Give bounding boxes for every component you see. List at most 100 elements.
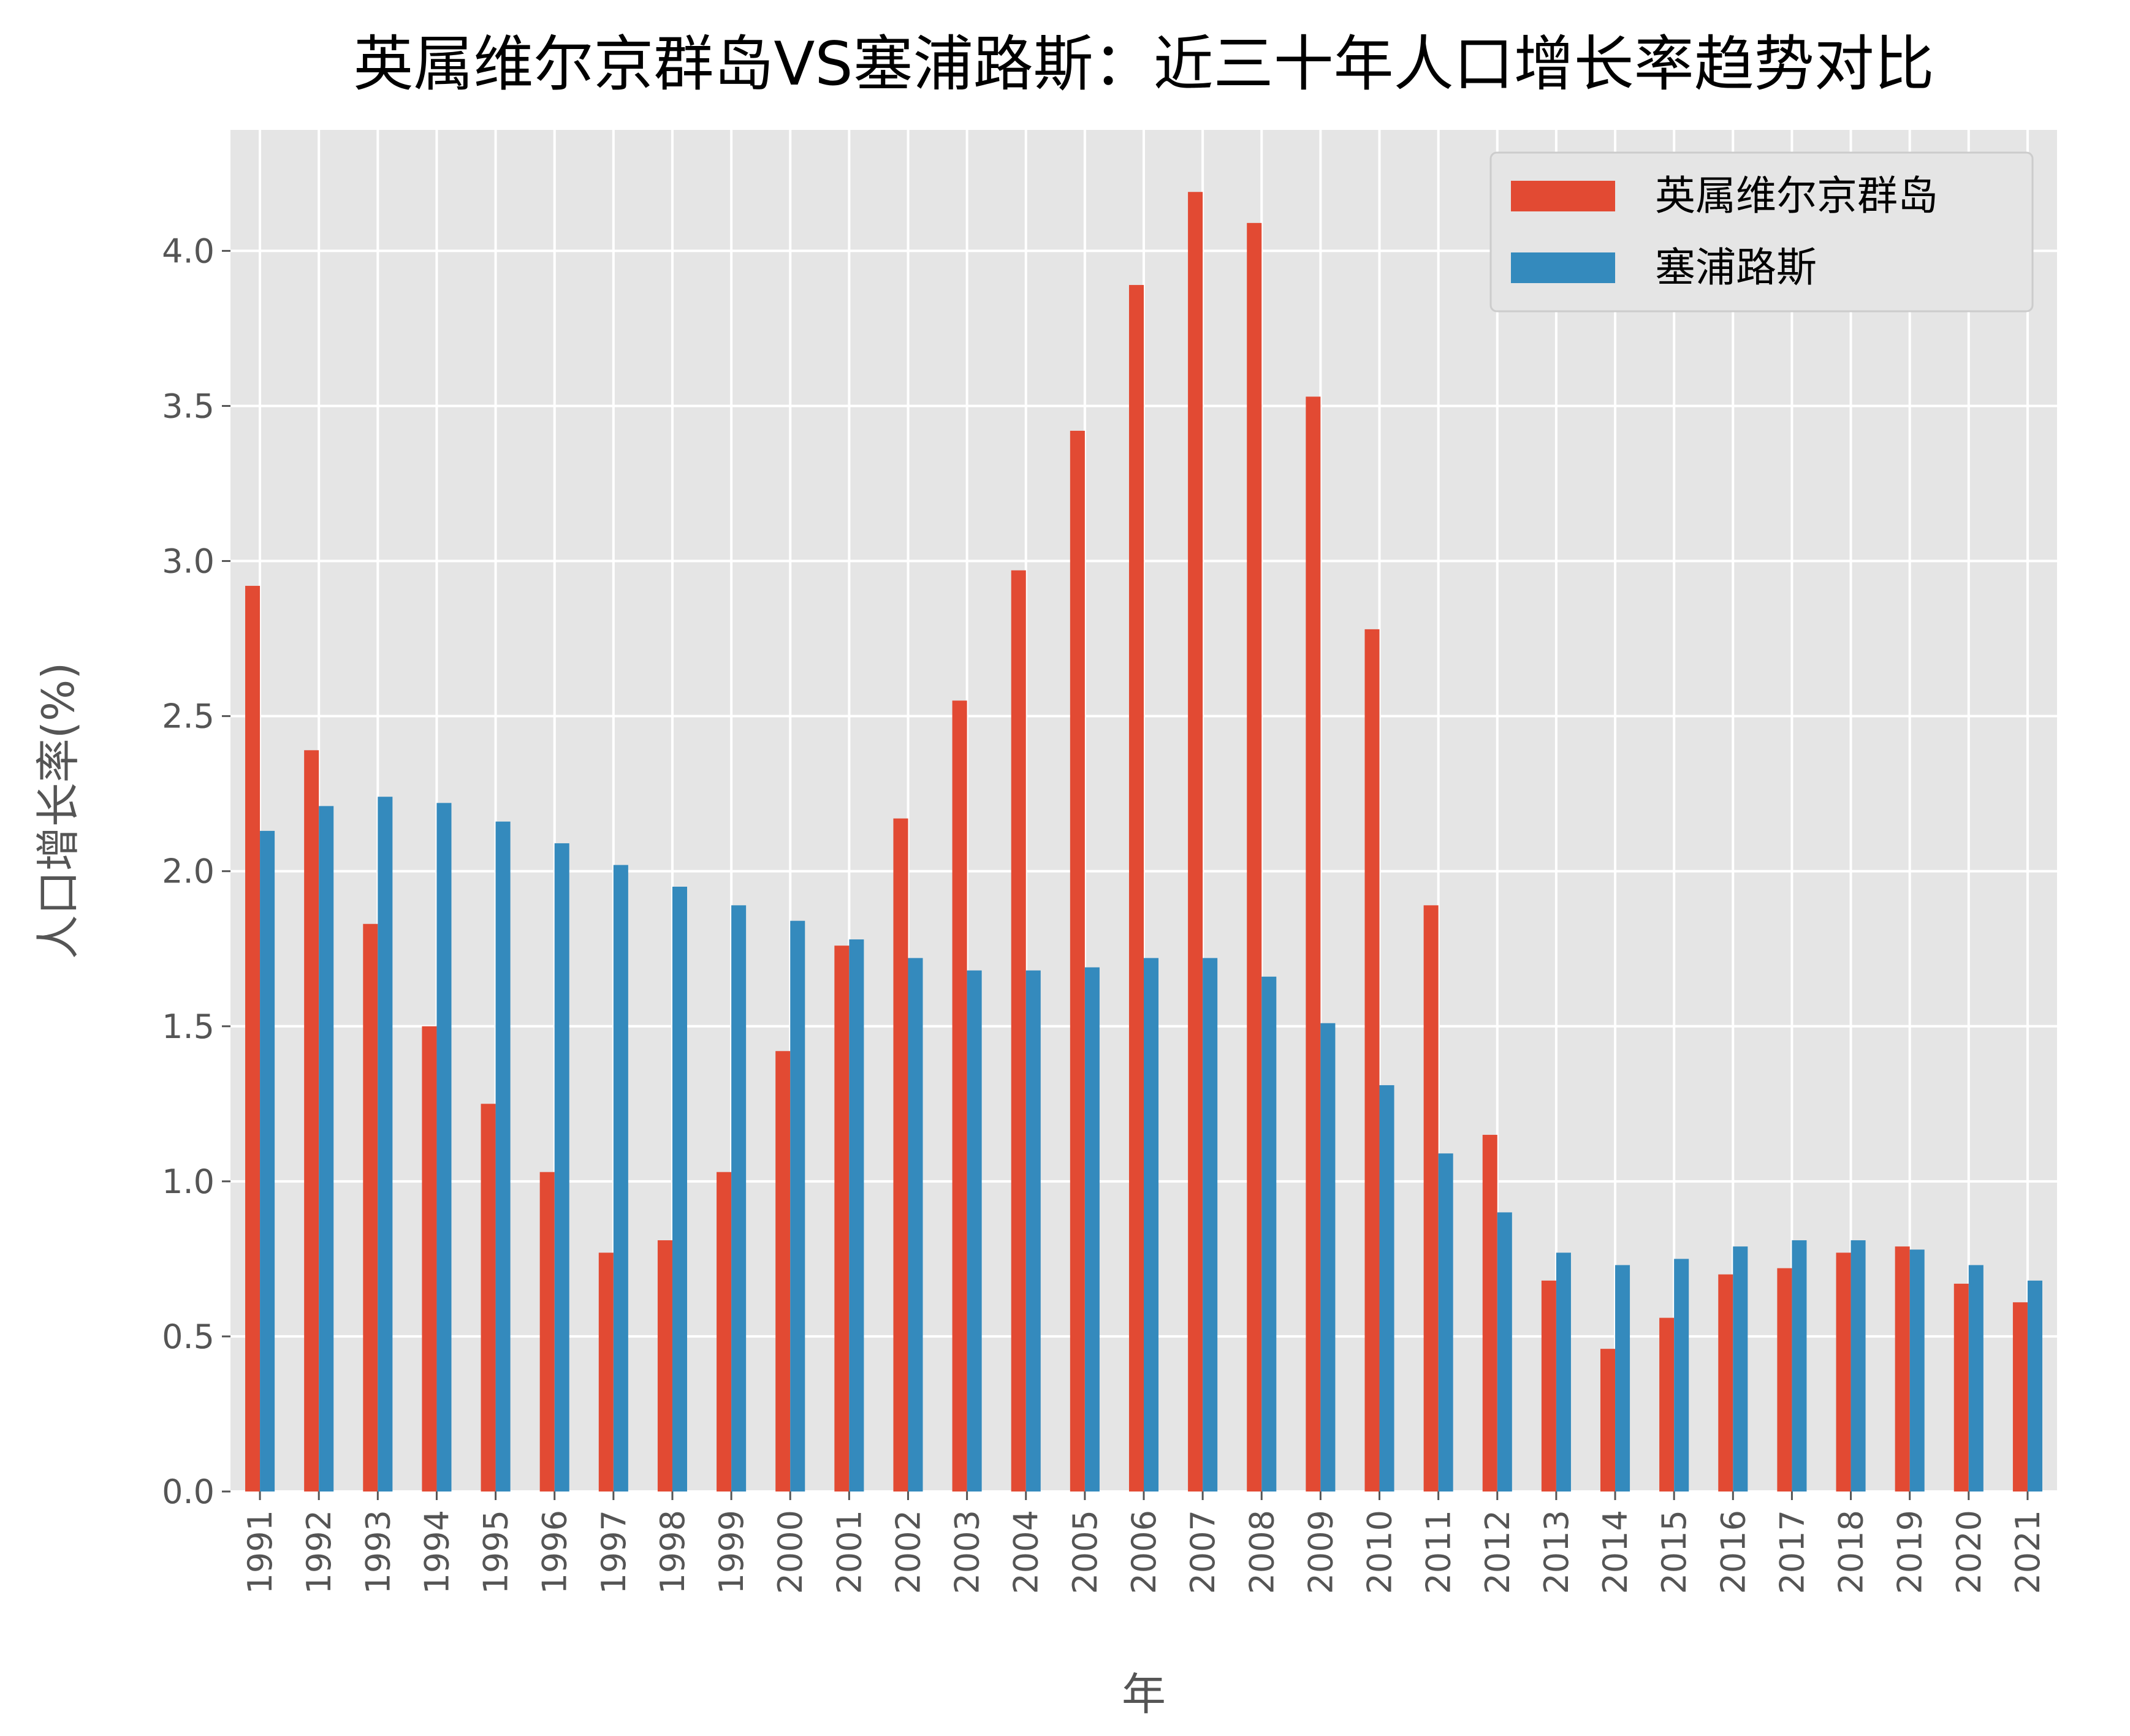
bar-bvi bbox=[1188, 192, 1203, 1492]
bar-cyprus bbox=[260, 830, 275, 1492]
x-tick-label: 2012 bbox=[1478, 1510, 1517, 1594]
bar-bvi bbox=[2012, 1302, 2028, 1492]
x-tick-label: 2009 bbox=[1301, 1510, 1340, 1594]
bar-cyprus bbox=[1438, 1153, 1453, 1492]
bar-cyprus bbox=[378, 797, 393, 1492]
bar-bvi bbox=[539, 1172, 555, 1492]
x-tick-label: 2001 bbox=[830, 1510, 869, 1594]
x-tick-label: 2014 bbox=[1596, 1510, 1635, 1594]
x-tick-label: 2011 bbox=[1420, 1510, 1458, 1594]
y-tick-label: 2.5 bbox=[162, 697, 215, 736]
bar-cyprus bbox=[1320, 1023, 1336, 1492]
bar-bvi bbox=[1718, 1274, 1733, 1492]
bar-bvi bbox=[245, 586, 261, 1492]
bar-cyprus bbox=[613, 865, 628, 1492]
bar-cyprus bbox=[1615, 1265, 1630, 1492]
bar-cyprus bbox=[1909, 1249, 1925, 1492]
bar-bvi bbox=[1953, 1283, 1969, 1492]
bar-cyprus bbox=[319, 806, 334, 1492]
bar-cyprus bbox=[1144, 958, 1159, 1492]
bar-cyprus bbox=[967, 970, 982, 1492]
bar-bvi bbox=[1364, 629, 1380, 1492]
legend-label-bvi: 英属维尔京群岛 bbox=[1655, 172, 1938, 219]
bar-cyprus bbox=[436, 803, 452, 1492]
x-tick-label: 1996 bbox=[536, 1510, 574, 1594]
x-axis: 1991 1992 1993 1994 1995 1996 1997 1998 1999 2000… bbox=[241, 1492, 2047, 1594]
x-tick-label: 2020 bbox=[1950, 1510, 1988, 1594]
x-tick-label: 2013 bbox=[1537, 1510, 1576, 1594]
x-tick-label: 2019 bbox=[1891, 1510, 1930, 1594]
bar-cyprus bbox=[1556, 1253, 1571, 1492]
y-tick-label: 0.5 bbox=[162, 1317, 215, 1356]
y-tick-label: 3.0 bbox=[162, 542, 215, 581]
bar-cyprus bbox=[1261, 976, 1277, 1492]
x-tick-label: 2000 bbox=[771, 1510, 810, 1594]
bar-bvi bbox=[834, 946, 850, 1492]
bar-cyprus bbox=[790, 920, 805, 1492]
bar-bvi bbox=[657, 1240, 672, 1492]
bar-bvi bbox=[304, 750, 319, 1492]
x-tick-label: 1997 bbox=[595, 1510, 633, 1594]
bar-cyprus bbox=[1025, 970, 1041, 1492]
bar-cyprus bbox=[554, 843, 569, 1492]
bar-bvi bbox=[1423, 905, 1439, 1492]
bar-bvi bbox=[481, 1104, 496, 1492]
x-tick-label: 2015 bbox=[1655, 1510, 1694, 1594]
y-tick-label: 2.0 bbox=[162, 852, 215, 891]
bar-bvi bbox=[1128, 285, 1144, 1492]
bar-cyprus bbox=[731, 905, 747, 1492]
bar-cyprus bbox=[1497, 1212, 1512, 1492]
bar-cyprus bbox=[1968, 1265, 1984, 1492]
bar-bvi bbox=[422, 1026, 437, 1492]
bar-cyprus bbox=[1792, 1240, 1807, 1492]
bar-bvi bbox=[1777, 1268, 1792, 1492]
y-tick-label: 3.5 bbox=[162, 387, 215, 425]
bar-bvi bbox=[952, 700, 967, 1492]
x-tick-label: 1992 bbox=[300, 1510, 338, 1594]
y-tick-label: 0.0 bbox=[162, 1473, 215, 1511]
x-tick-label: 2006 bbox=[1125, 1510, 1163, 1594]
x-tick-label: 1995 bbox=[477, 1510, 515, 1594]
legend-swatch-cyprus bbox=[1511, 252, 1615, 283]
bar-bvi bbox=[598, 1253, 614, 1492]
x-tick-label: 2017 bbox=[1773, 1510, 1811, 1594]
bar-cyprus bbox=[849, 939, 864, 1492]
legend-label-cyprus: 塞浦路斯 bbox=[1655, 244, 1817, 291]
bar-bvi bbox=[1895, 1246, 1910, 1492]
x-tick-label: 2016 bbox=[1714, 1510, 1752, 1594]
bar-cyprus bbox=[672, 887, 687, 1492]
bar-cyprus bbox=[495, 821, 511, 1492]
legend: 英属维尔京群岛 塞浦路斯 bbox=[1489, 151, 2034, 313]
x-tick-label: 2002 bbox=[889, 1510, 927, 1594]
bar-bvi bbox=[1247, 222, 1262, 1492]
bar-bvi bbox=[1836, 1253, 1851, 1492]
bar-bvi bbox=[775, 1051, 791, 1492]
x-tick-label: 2007 bbox=[1184, 1510, 1222, 1594]
bar-cyprus bbox=[908, 958, 923, 1492]
bar-cyprus bbox=[1850, 1240, 1866, 1492]
bar-bvi bbox=[1482, 1134, 1497, 1492]
legend-swatch-bvi bbox=[1511, 181, 1615, 211]
chart-title: 英属维尔京群岛VS塞浦路斯：近三十年人口增长率趋势对比 bbox=[353, 29, 1934, 99]
x-tick-label: 2010 bbox=[1361, 1510, 1399, 1594]
bar-bvi bbox=[1011, 570, 1026, 1492]
bar-cyprus bbox=[1379, 1085, 1394, 1492]
bar-cyprus bbox=[1733, 1246, 1748, 1492]
bar-cyprus bbox=[2027, 1280, 2042, 1492]
x-tick-label: 2021 bbox=[2009, 1510, 2047, 1594]
bar-bvi bbox=[1070, 430, 1085, 1492]
x-tick-label: 1993 bbox=[359, 1510, 397, 1594]
x-tick-label: 1999 bbox=[712, 1510, 751, 1594]
x-tick-label: 2004 bbox=[1007, 1510, 1046, 1594]
bar-bvi bbox=[717, 1172, 732, 1492]
bar-cyprus bbox=[1203, 958, 1218, 1492]
bar-cyprus bbox=[1084, 967, 1100, 1492]
bar-bvi bbox=[363, 923, 378, 1492]
bar-bvi bbox=[1659, 1317, 1675, 1492]
bar-cyprus bbox=[1674, 1259, 1689, 1492]
y-axis-label: 人口增长率(%) bbox=[32, 662, 84, 960]
legend-box bbox=[1489, 151, 2034, 313]
y-tick-label: 1.5 bbox=[162, 1007, 215, 1046]
x-tick-label: 1991 bbox=[241, 1510, 280, 1594]
